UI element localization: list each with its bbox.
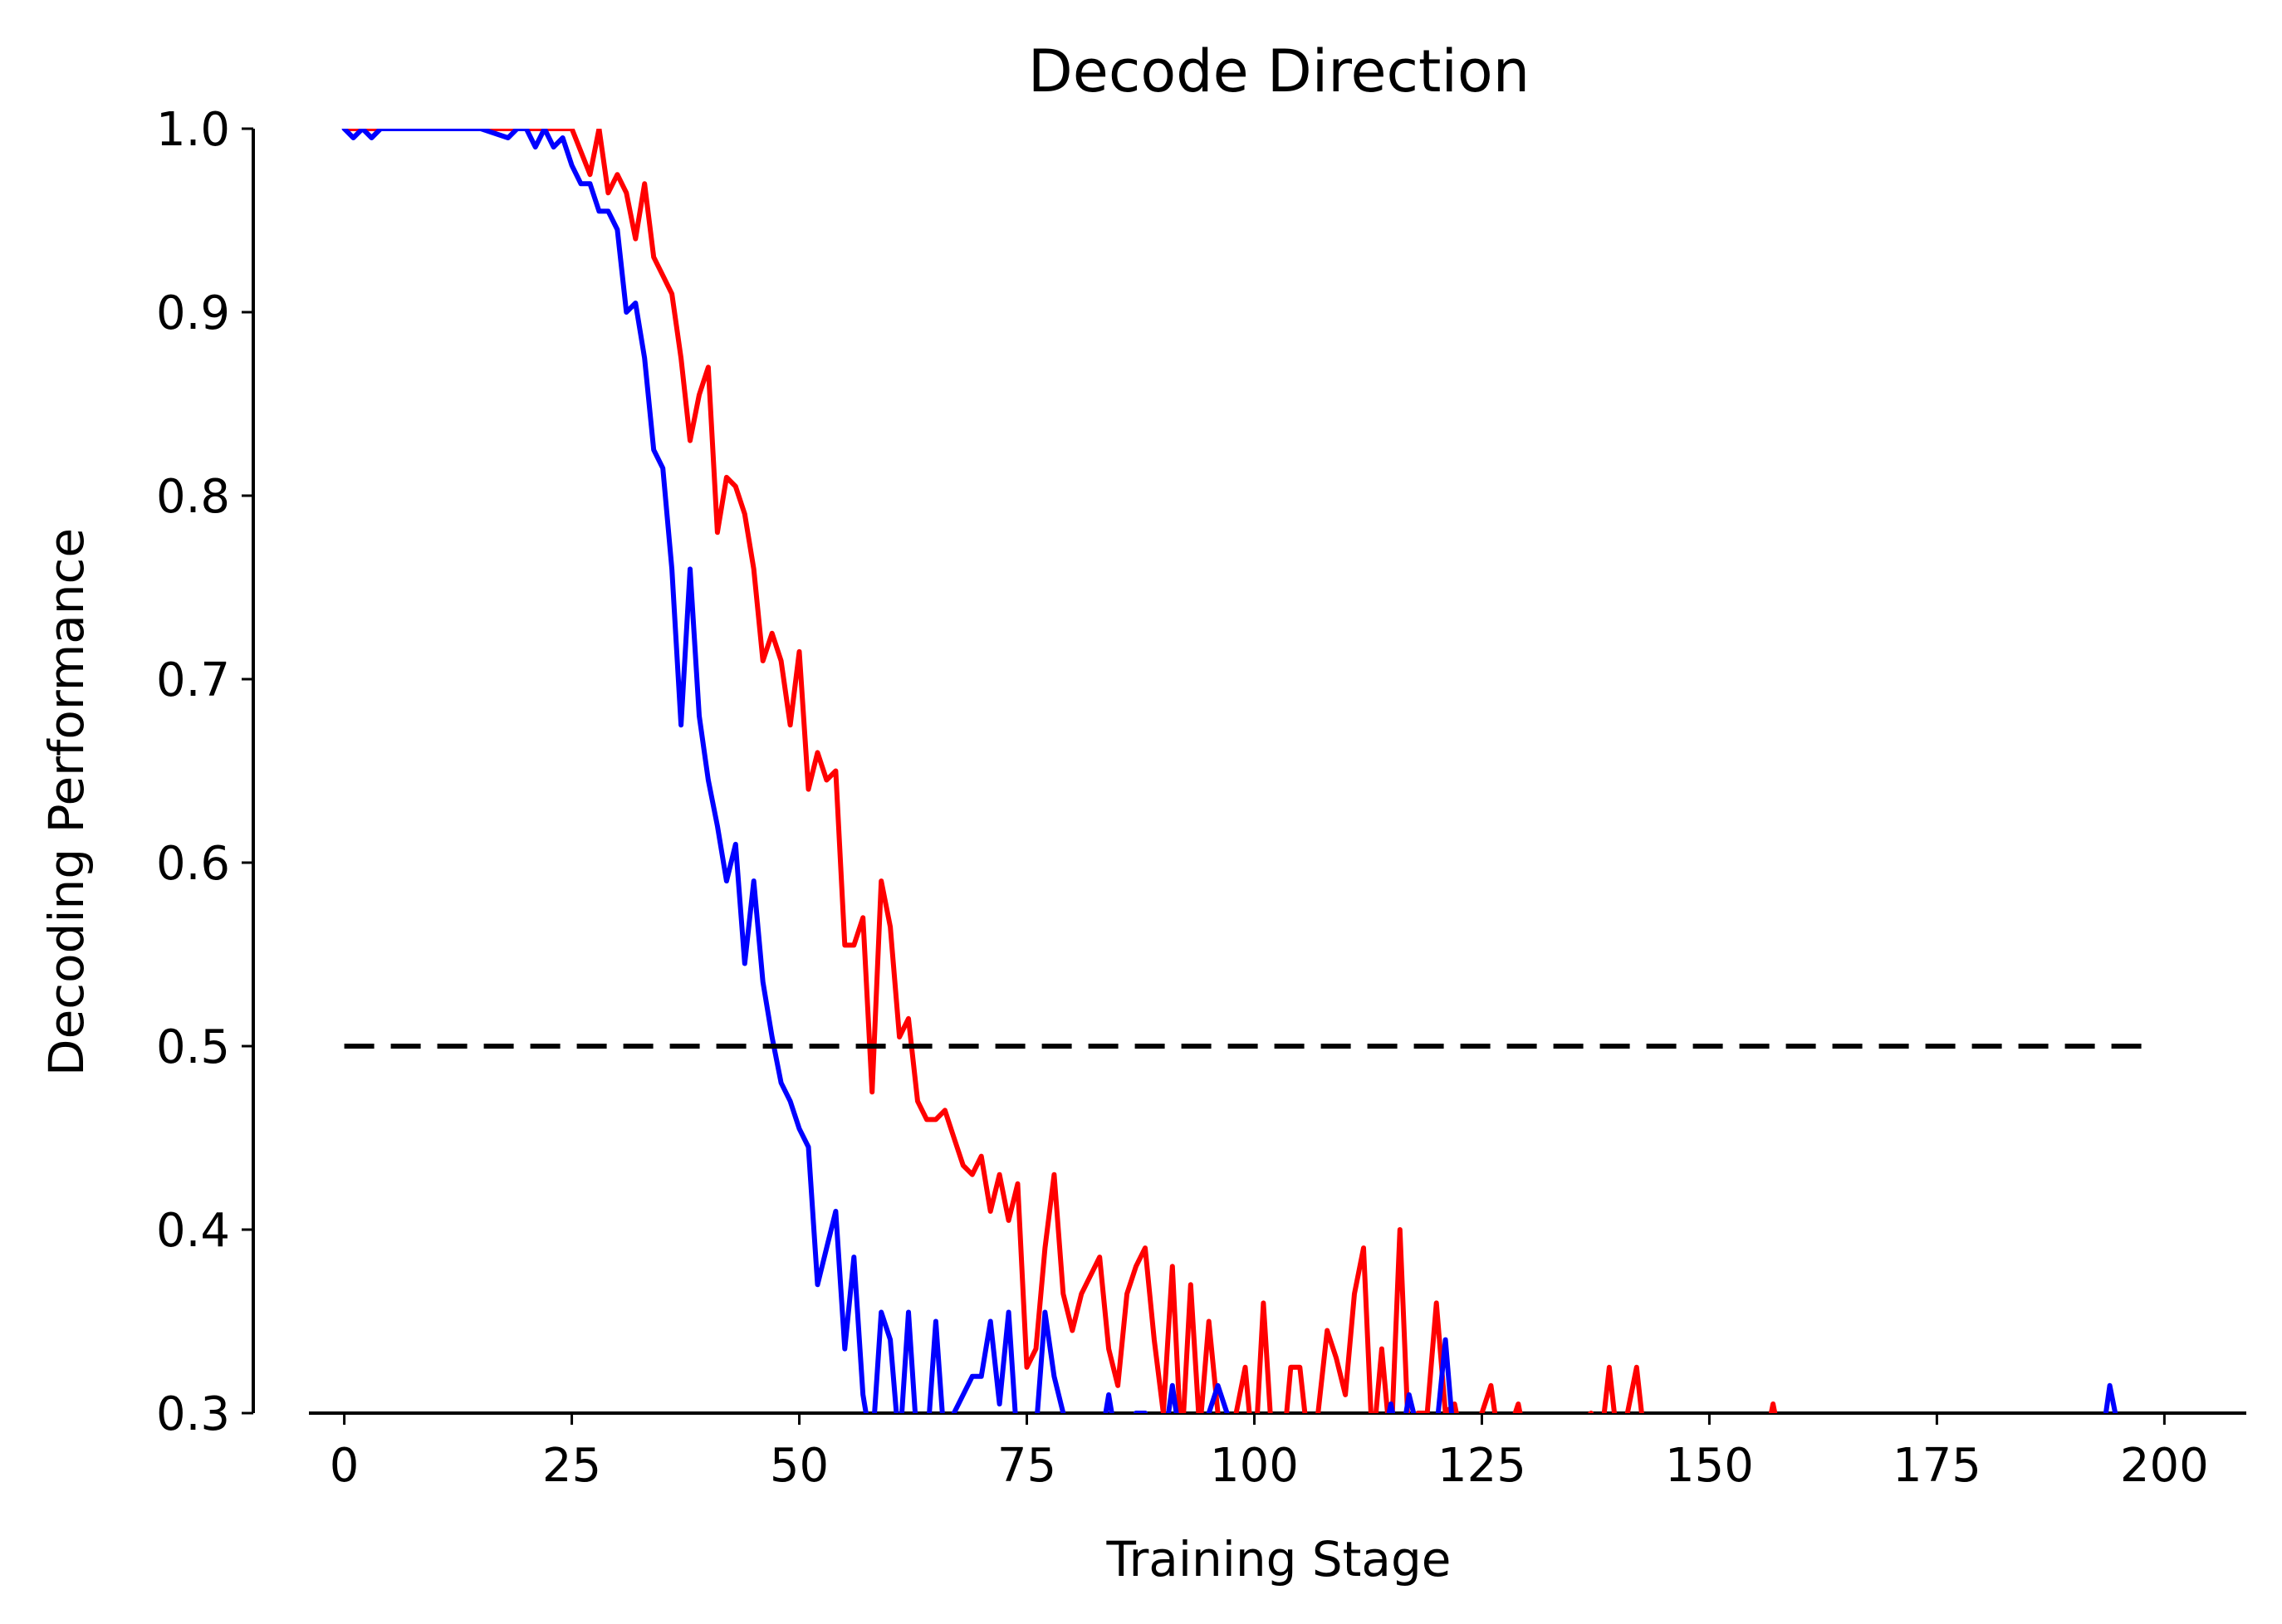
y-tick-label: 0.6	[156, 837, 230, 891]
y-ticks: 0.3 0.4 0.5 0.6 0.7 0.8 0.9 1.0	[156, 103, 253, 1441]
x-tick-label: 75	[997, 1439, 1056, 1493]
y-tick-label: 0.9	[156, 286, 230, 340]
x-ticks: 0 25 50 75 100 125 150 175 200	[330, 1413, 2209, 1493]
x-tick-label: 25	[542, 1439, 601, 1493]
x-tick-label: 125	[1437, 1439, 1526, 1493]
y-tick-label: 0.5	[156, 1020, 230, 1074]
x-tick-label: 100	[1210, 1439, 1299, 1493]
x-tick-label: 50	[770, 1439, 829, 1493]
x-axis-title: Training Stage	[1106, 1531, 1452, 1587]
y-axis-title: Decoding Performance	[38, 528, 95, 1076]
y-tick-label: 0.7	[156, 653, 230, 707]
chart-title: Decode Direction	[1028, 37, 1530, 105]
y-tick-label: 0.8	[156, 470, 230, 524]
y-tick-label: 0.4	[156, 1204, 230, 1258]
series-line-0	[341, 129, 1778, 1413]
x-tick-label: 200	[2120, 1439, 2209, 1493]
x-tick-label: 175	[1893, 1439, 1981, 1493]
y-tick-label: 1.0	[156, 103, 230, 157]
series-line-1	[341, 129, 2118, 1413]
y-tick-label: 0.3	[156, 1387, 230, 1441]
x-tick-label: 150	[1665, 1439, 1754, 1493]
x-tick-label: 0	[330, 1439, 360, 1493]
series-layer	[341, 129, 2118, 1413]
